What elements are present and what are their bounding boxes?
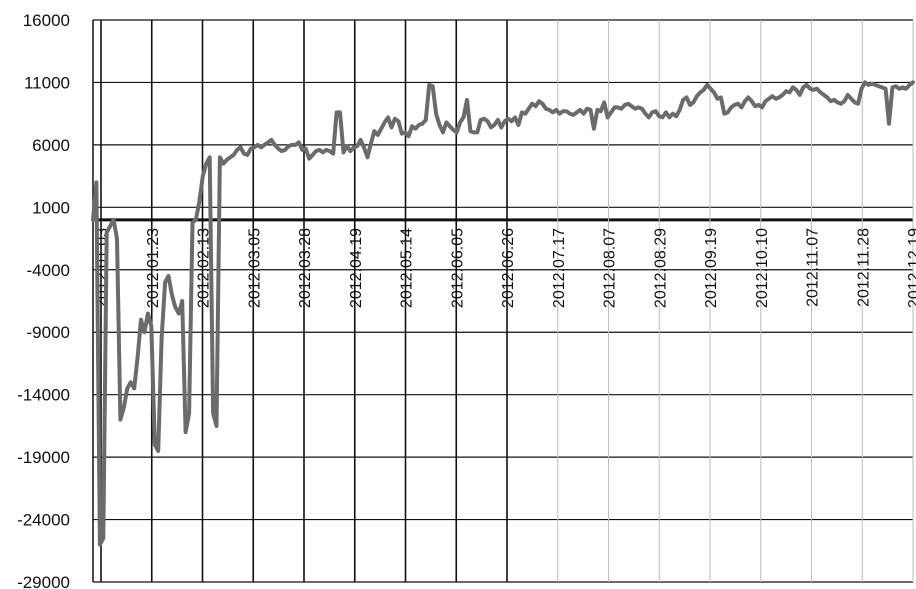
series-line bbox=[91, 80, 915, 547]
y-tick-label: -9000 bbox=[27, 323, 70, 342]
x-tick-label: 2012.12.19 bbox=[906, 228, 916, 308]
chart-grid bbox=[92, 19, 914, 583]
y-tick-label: 1000 bbox=[32, 198, 70, 217]
x-tick-label: 2012.06.05 bbox=[449, 228, 466, 308]
y-tick-label: -19000 bbox=[17, 448, 70, 467]
y-axis-ticks: 16000 11000 6000 1000 -4000 -9000 -14000 -19000… bbox=[17, 11, 70, 589]
x-tick-label: 2012.05.14 bbox=[399, 228, 416, 308]
x-tick-label: 2012.11.07 bbox=[805, 228, 822, 307]
x-tick-label: 2012.02.13 bbox=[196, 228, 213, 308]
y-tick-label: -24000 bbox=[17, 511, 70, 530]
series-group bbox=[91, 80, 915, 547]
x-tick-label: 2012.04.19 bbox=[348, 228, 365, 308]
y-tick-label: -14000 bbox=[17, 386, 70, 405]
y-tick-label: -4000 bbox=[27, 261, 70, 280]
y-tick-label: 16000 bbox=[23, 11, 70, 30]
x-tick-label: 2012.10.10 bbox=[754, 228, 771, 308]
y-tick-label: -29000 bbox=[17, 573, 70, 589]
x-tick-label: 2012.01.23 bbox=[145, 228, 162, 308]
y-tick-label: 6000 bbox=[32, 136, 70, 155]
x-tick-label: 2012.08.07 bbox=[602, 228, 619, 308]
x-tick-label: 2012.11.28 bbox=[855, 228, 872, 307]
x-tick-label: 2012.06.26 bbox=[500, 228, 517, 308]
x-tick-label: 2012.09.19 bbox=[703, 228, 720, 308]
x-tick-label: 2012.08.29 bbox=[652, 228, 669, 308]
x-tick-label: 2012.03.05 bbox=[246, 228, 263, 308]
y-tick-label: 11000 bbox=[24, 73, 70, 92]
x-tick-label: 2012.07.17 bbox=[551, 228, 568, 308]
x-tick-label: 2012.03.28 bbox=[297, 228, 314, 308]
